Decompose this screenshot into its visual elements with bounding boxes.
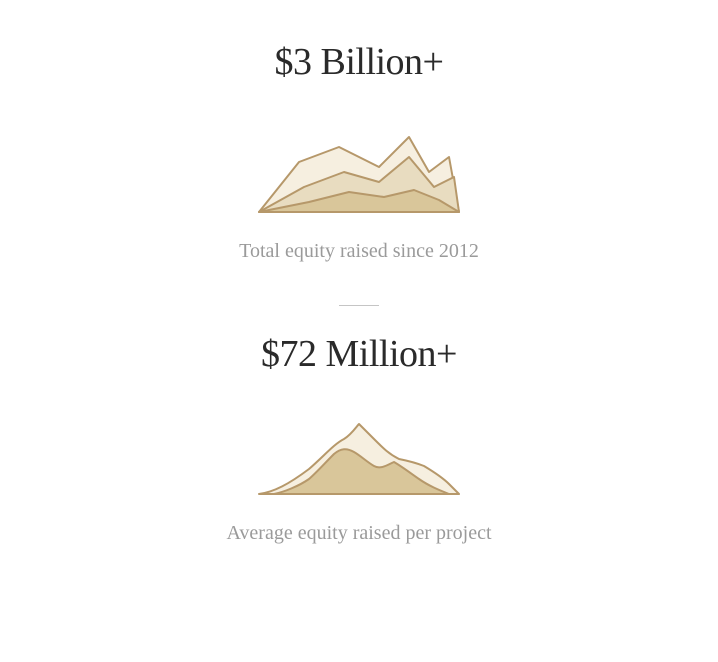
stat-block-average-equity: $72 Million+ Average equity raised per p… [0, 332, 718, 545]
stat-value: $72 Million+ [261, 332, 457, 376]
mountain-chart-icon [249, 404, 469, 504]
stat-caption: Total equity raised since 2012 [239, 240, 479, 263]
stat-value: $3 Billion+ [274, 40, 443, 84]
area-chart-icon [249, 112, 469, 222]
stat-caption: Average equity raised per project [226, 522, 491, 545]
stat-block-total-equity: $3 Billion+ Total equity raised since 20… [0, 40, 718, 263]
divider [339, 305, 379, 306]
